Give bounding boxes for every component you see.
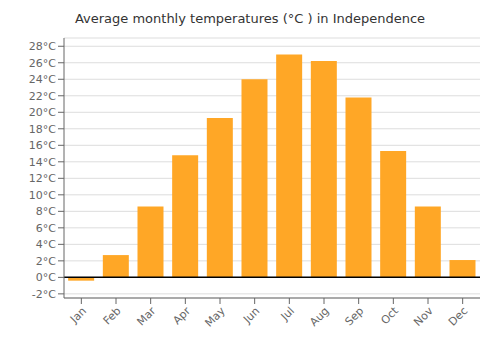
html-text:Average monthly temperatures (: Average monthly temperatures (°C ) in In…	[74, 11, 426, 26]
svg-text:Jul: Jul	[278, 304, 297, 323]
svg-text:0°C: 0°C	[36, 271, 56, 284]
svg-text:Jan: Jan	[67, 304, 89, 326]
svg-text:28°C: 28°C	[29, 40, 56, 53]
svg-text:22°C: 22°C	[29, 90, 56, 103]
svg-text:Dec: Dec	[446, 304, 470, 328]
svg-text:4°C: 4°C	[36, 238, 56, 251]
svg-text:26°C: 26°C	[29, 57, 56, 70]
svg-text:2°C: 2°C	[36, 255, 56, 268]
svg-text:Mar: Mar	[134, 304, 158, 328]
svg-text:16°C: 16°C	[29, 139, 56, 152]
svg-text:Nov: Nov	[411, 304, 436, 329]
svg-text:Apr: Apr	[170, 304, 193, 327]
svg-text:May: May	[202, 304, 228, 330]
svg-text:Sep: Sep	[342, 304, 366, 328]
svg-text:6°C: 6°C	[36, 222, 56, 235]
svg-text:18°C: 18°C	[29, 123, 56, 136]
svg-text:10°C: 10°C	[29, 189, 56, 202]
svg-text:20°C: 20°C	[29, 106, 56, 119]
svg-text:Feb: Feb	[101, 304, 124, 327]
svg-text:14°C: 14°C	[29, 156, 56, 169]
svg-text:-2°C: -2°C	[32, 288, 56, 301]
svg-text:Oct: Oct	[378, 304, 401, 327]
svg-text:Jun: Jun	[240, 304, 262, 326]
svg-text:24°C: 24°C	[29, 73, 56, 86]
svg-text:8°C: 8°C	[36, 205, 56, 218]
svg-text:12°C: 12°C	[29, 172, 56, 185]
svg-text:Aug: Aug	[307, 304, 331, 328]
